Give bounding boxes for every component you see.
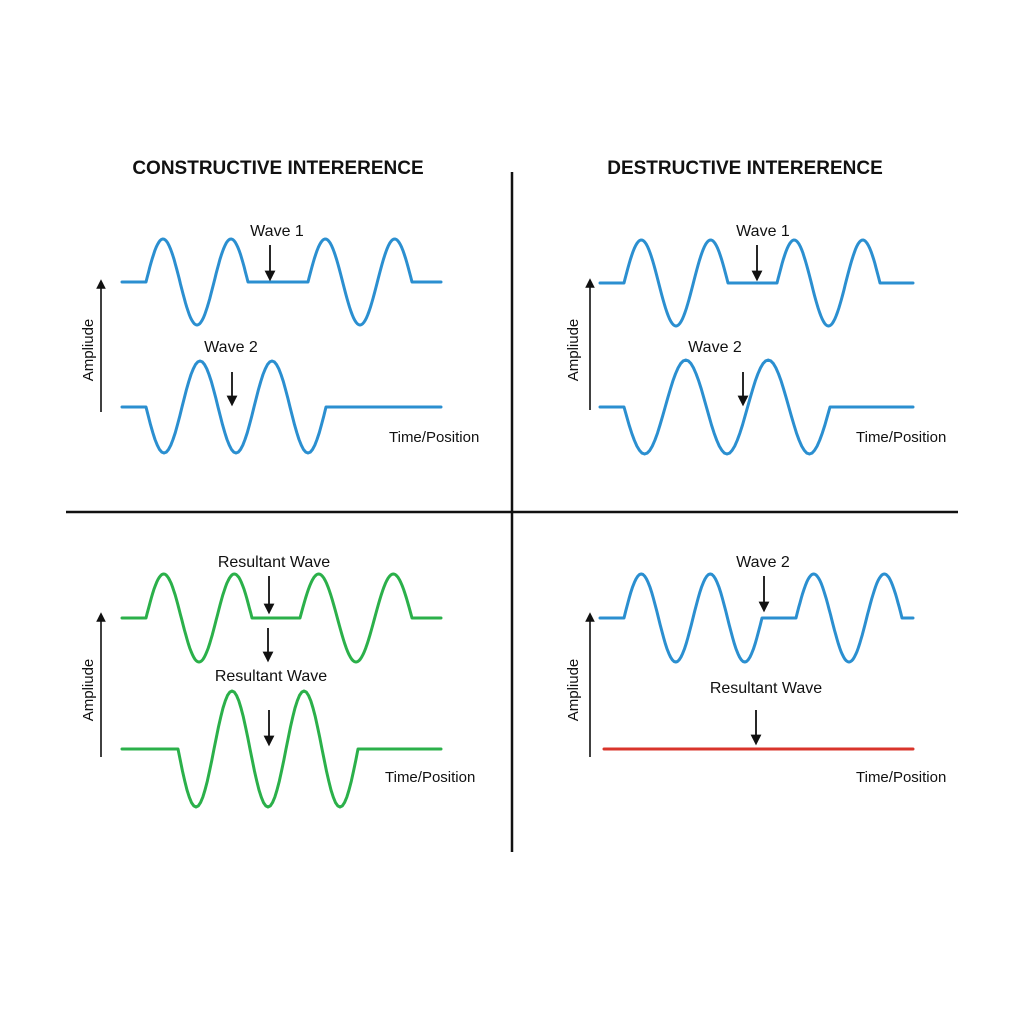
panel-constructive-bottom: Ampliude Time/Position Resultant Wave Re…	[80, 554, 475, 809]
wave-1-curve	[598, 238, 915, 328]
panel-constructive-top: CONSTRUCTIVE INTERERENCE Ampliude Time/P…	[80, 158, 479, 455]
wave-2-label: Wave 2	[736, 554, 790, 571]
amplitude-axis-label: Ampliude	[565, 319, 582, 382]
destructive-title: DESTRUCTIVE INTERERENCE	[607, 158, 883, 179]
amplitude-axis-label: Ampliude	[565, 659, 582, 722]
constructive-title: CONSTRUCTIVE INTERERENCE	[132, 158, 423, 179]
resultant-wave-upper-curve	[120, 572, 443, 664]
resultant-wave-lower-curve	[120, 689, 443, 809]
panel-destructive-top: DESTRUCTIVE INTERERENCE Ampliude Time/Po…	[565, 158, 946, 456]
resultant-wave-label: Resultant Wave	[710, 680, 822, 697]
wave-1-label: Wave 1	[250, 223, 304, 240]
wave-2-label: Wave 2	[688, 339, 742, 356]
resultant-wave-label-upper: Resultant Wave	[218, 554, 330, 571]
resultant-wave-label-lower: Resultant Wave	[215, 668, 327, 685]
wave-1-label: Wave 1	[736, 223, 790, 240]
time-position-label: Time/Position	[385, 769, 475, 786]
time-position-label: Time/Position	[856, 429, 946, 446]
wave-2-label: Wave 2	[204, 339, 258, 356]
wave-2-curve	[598, 572, 915, 664]
time-position-label: Time/Position	[856, 769, 946, 786]
wave-2-curve	[120, 359, 443, 455]
panel-destructive-bottom: Ampliude Time/Position Wave 2 Resultant …	[565, 554, 946, 786]
time-position-label: Time/Position	[389, 429, 479, 446]
amplitude-axis-label: Ampliude	[80, 319, 97, 382]
amplitude-axis-label: Ampliude	[80, 659, 97, 722]
wave-1-curve	[120, 237, 443, 327]
wave-2-curve	[598, 358, 915, 456]
